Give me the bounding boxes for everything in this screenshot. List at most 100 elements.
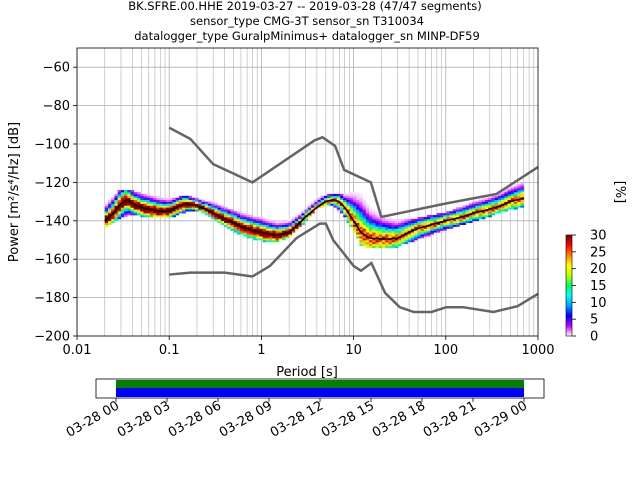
- psd-density-cell: [220, 205, 225, 208]
- psd-density-cell: [514, 195, 518, 199]
- psd-density-cell: [378, 220, 383, 224]
- psd-density-cell: [146, 201, 151, 204]
- psd-density-cell: [117, 197, 122, 200]
- psd-density-cell: [362, 205, 367, 208]
- psd-density-cell: [501, 193, 505, 197]
- psd-density-cell: [340, 199, 344, 202]
- psd-density-cell: [188, 209, 193, 212]
- psd-density-cell: [372, 218, 376, 222]
- psd-density-cell: [227, 226, 231, 229]
- psd-density-cell: [504, 203, 508, 206]
- psd-density-cell: [262, 238, 267, 241]
- psd-density-cell: [481, 211, 486, 214]
- psd-density-cell: [336, 195, 341, 199]
- psd-density-cell: [153, 195, 157, 199]
- colorbar-label: [%]: [612, 181, 627, 204]
- psd-density-cell: [488, 215, 492, 218]
- psd-density-cell: [136, 192, 141, 195]
- psd-density-cell: [430, 220, 434, 224]
- psd-density-cell: [465, 205, 470, 208]
- psd-density-cell: [369, 234, 373, 237]
- psd-density-cell: [259, 224, 264, 227]
- coverage-bars: [116, 380, 524, 397]
- psd-density-cell: [468, 207, 473, 210]
- psd-density-cell: [149, 213, 154, 216]
- psd-density-cell: [381, 230, 386, 233]
- psd-density-cell: [456, 222, 460, 225]
- psd-density-cell: [340, 209, 344, 212]
- psd-density-cell: [294, 226, 299, 229]
- psd-density-cell: [175, 201, 180, 204]
- psd-density-cell: [507, 190, 512, 193]
- psd-density-cell: [520, 184, 525, 187]
- x-axis-ticks: 0.01 0.1 1 10 100 1000: [63, 336, 555, 358]
- psd-density-cell: [330, 199, 334, 202]
- psd-density-cell: [349, 220, 354, 224]
- psd-density-cell: [510, 195, 515, 199]
- psd-density-cell: [430, 232, 434, 235]
- psd-density-cell: [253, 232, 257, 235]
- psd-density-cell: [446, 224, 450, 227]
- psd-density-cell: [214, 216, 218, 220]
- psd-density-cell: [417, 220, 421, 224]
- psd-density-cell: [381, 226, 386, 229]
- psd-density-cell: [485, 213, 489, 216]
- psd-density-cell: [304, 207, 309, 210]
- psd-density-cell: [356, 192, 360, 195]
- psd-density-cell: [246, 215, 251, 218]
- psd-density-cell: [146, 211, 151, 214]
- psd-density-cell: [481, 215, 486, 218]
- psd-density-cell: [256, 216, 260, 220]
- psd-density-cell: [188, 195, 193, 199]
- psd-density-cell: [262, 234, 267, 237]
- psd-density-cell: [298, 218, 302, 222]
- psd-density-cell: [359, 213, 363, 216]
- psd-density-cell: [291, 228, 296, 231]
- psd-density-cell: [365, 203, 370, 206]
- psd-density-cell: [198, 203, 202, 206]
- psd-density-cell: [140, 201, 144, 204]
- psd-density-cell: [114, 213, 119, 216]
- y-tick-label: −180: [34, 291, 70, 306]
- psd-density-cell: [398, 218, 402, 222]
- psd-density-cell: [120, 193, 125, 197]
- psd-density-cell: [120, 207, 125, 210]
- psd-density-cell: [494, 203, 499, 206]
- psd-density-cell: [275, 240, 280, 243]
- psd-density-cell: [104, 211, 109, 214]
- psd-density-cell: [430, 215, 434, 218]
- psd-density-cell: [372, 228, 376, 231]
- psd-density-cell: [478, 199, 483, 202]
- psd-density-cell: [149, 211, 154, 214]
- psd-density-cell: [449, 215, 454, 218]
- psd-density-cell: [359, 226, 363, 229]
- psd-density-cell: [356, 193, 360, 197]
- psd-density-cell: [236, 226, 241, 229]
- psd-density-cell: [404, 224, 409, 227]
- psd-density-cell: [240, 230, 244, 233]
- psd-density-cell: [365, 238, 370, 241]
- psd-density-cell: [369, 213, 373, 216]
- psd-density-cell: [162, 197, 167, 200]
- psd-density-cell: [265, 220, 270, 224]
- psd-density-cell: [285, 228, 289, 231]
- psd-density-cell: [375, 243, 380, 247]
- psd-density-cell: [136, 201, 141, 204]
- psd-density-cell: [191, 199, 196, 202]
- psd-density-cell: [356, 220, 360, 224]
- psd-density-cell: [165, 215, 170, 218]
- psd-density-cell: [497, 207, 502, 210]
- psd-density-cell: [388, 245, 392, 248]
- psd-density-cell: [333, 197, 338, 200]
- psd-density-cell: [517, 190, 521, 193]
- psd-density-cell: [520, 182, 525, 185]
- psd-density-cell: [217, 216, 222, 220]
- psd-density-cell: [336, 197, 341, 200]
- psd-density-cell: [278, 234, 283, 237]
- psd-density-cell: [278, 226, 283, 229]
- psd-density-cell: [520, 190, 525, 193]
- psd-density-cell: [214, 211, 218, 214]
- psd-density-cell: [104, 215, 109, 218]
- psd-density-cell: [217, 209, 222, 212]
- psd-density-cell: [117, 195, 122, 199]
